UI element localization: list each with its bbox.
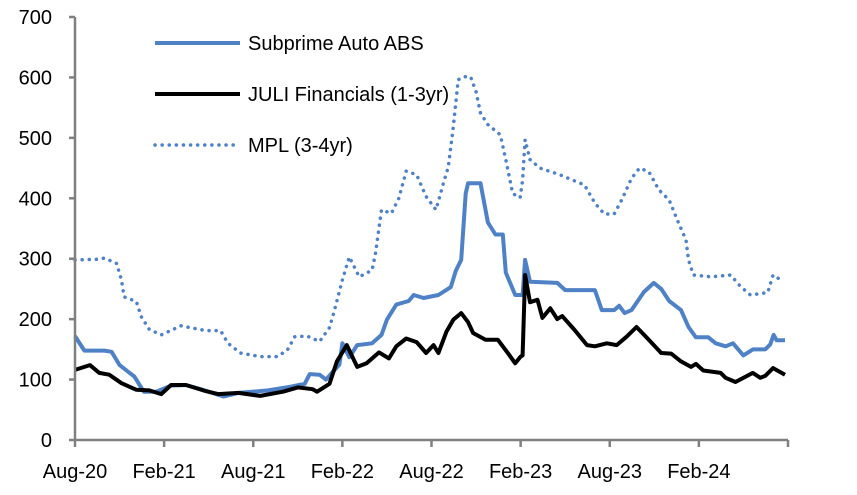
y-tick-label: 500 <box>19 128 52 150</box>
x-tick-label: Aug-20 <box>43 461 108 483</box>
series-line-juli-financials-1-3yr <box>74 273 786 398</box>
y-tick-label: 400 <box>19 188 52 210</box>
x-tick-label: Feb-23 <box>489 461 552 483</box>
x-tick-label: Feb-22 <box>311 461 374 483</box>
x-tick-label: Feb-21 <box>132 461 195 483</box>
x-tick-label: Aug-23 <box>578 461 643 483</box>
x-tick-label: Feb-24 <box>667 461 730 483</box>
y-tick-label: 0 <box>41 430 52 452</box>
legend-label-juli-financials: JULI Financials (1-3yr) <box>248 84 449 106</box>
y-tick-label: 200 <box>19 309 52 331</box>
y-tick-label: 600 <box>19 67 52 89</box>
legend-label-subprime-auto-abs: Subprime Auto ABS <box>248 33 424 55</box>
legend: Subprime Auto ABS JULI Financials (1-3yr… <box>153 33 449 157</box>
x-tick-label: Aug-22 <box>399 461 464 483</box>
y-tick-label: 100 <box>19 370 52 392</box>
y-tick-label: 700 <box>19 7 52 29</box>
legend-label-mpl: MPL (3-4yr) <box>248 135 353 157</box>
series-layer <box>73 75 786 399</box>
series-line-mpl-3-4yr <box>73 75 785 359</box>
y-tick-label: 300 <box>19 249 52 271</box>
x-tick-label: Aug-21 <box>221 461 286 483</box>
tick-layer: 0 100 200 300 400 500 600 700 Aug-20 Feb-21 Aug-21… <box>19 7 790 483</box>
series-line-subprime-auto-abs <box>73 181 785 399</box>
